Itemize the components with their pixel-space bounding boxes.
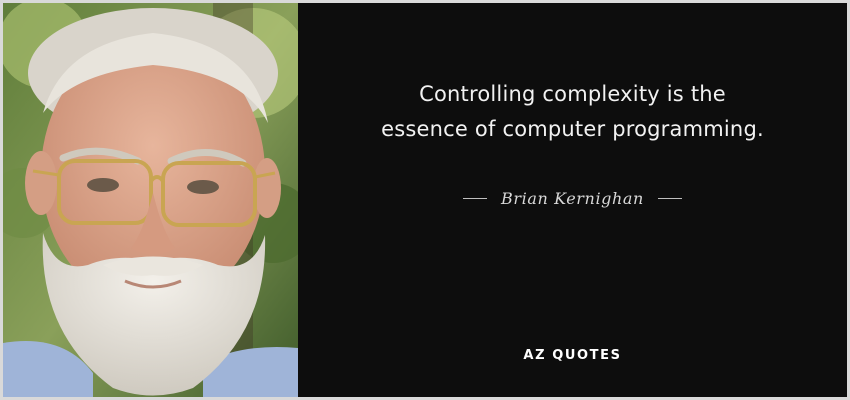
quote-panel: Controlling complexity is the essence of…	[298, 3, 847, 397]
quote-line: essence of computer programming.	[381, 117, 764, 141]
left-dash-divider	[463, 197, 488, 199]
author-attribution: Brian Kernighan	[298, 183, 847, 213]
right-dash-divider	[657, 197, 682, 199]
author-portrait	[3, 3, 298, 397]
quote-text: Controlling complexity is the essence of…	[298, 77, 847, 147]
quote-line: Controlling complexity is the	[419, 82, 726, 106]
author-link[interactable]: Brian Kernighan	[501, 188, 644, 208]
brand-logo: AZ QUOTES	[523, 348, 622, 363]
